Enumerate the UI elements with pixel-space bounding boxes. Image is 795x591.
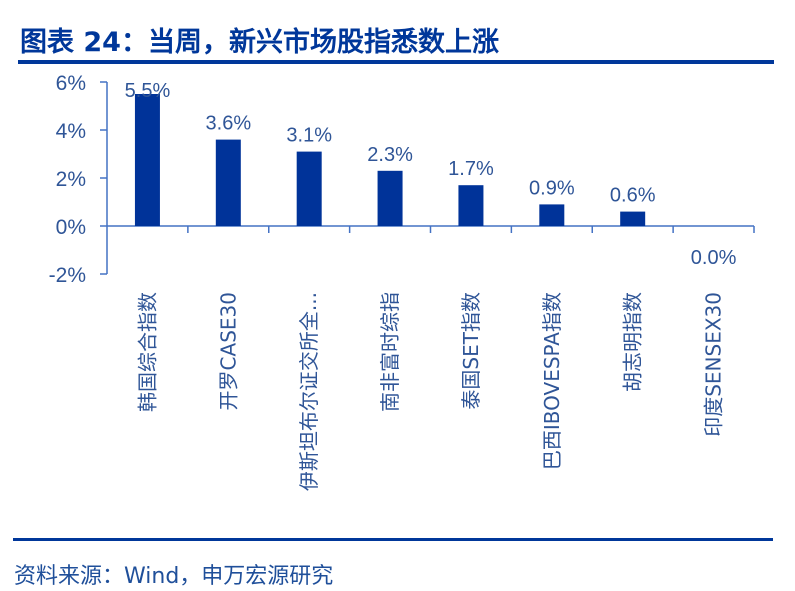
chart-category-labels: 韩国综合指数 开罗CASE30 伊斯坦布尔证交所全... 南非富时综指 泰国SET指数 巴… xyxy=(135,292,725,491)
bar xyxy=(539,204,565,226)
category-label: 开罗CASE30 xyxy=(216,292,240,410)
value-label: 0.0% xyxy=(691,247,737,269)
title-divider xyxy=(18,60,774,64)
chart-value-labels: 5.5% 3.6% 3.1% 2.3% 1.7% 0.9% 0.6% 0.0% xyxy=(125,80,737,269)
bar xyxy=(134,94,160,226)
bar xyxy=(377,170,403,226)
bar xyxy=(458,185,484,226)
footer-divider xyxy=(13,538,773,541)
chart-title: 图表 24：当周，新兴市场股指悉数上涨 xyxy=(20,27,499,58)
category-label: 伊斯坦布尔证交所全... xyxy=(297,292,321,491)
value-label: 0.9% xyxy=(529,177,575,199)
chart-axes xyxy=(100,81,755,275)
y-tick-label: 6% xyxy=(56,72,86,95)
y-tick-label: -2% xyxy=(49,264,86,287)
category-label: 南非富时综指 xyxy=(378,292,402,412)
category-label: 泰国SET指数 xyxy=(459,292,483,410)
category-label: 韩国综合指数 xyxy=(135,292,159,412)
value-label: 0.6% xyxy=(610,185,656,207)
y-tick-label: 4% xyxy=(56,120,86,143)
y-tick-label: 2% xyxy=(56,168,86,191)
category-label: 胡志明指数 xyxy=(621,292,645,392)
category-label: 印度SENSEX30 xyxy=(702,292,726,437)
y-axis-tick-labels: 6% 4% 2% 0% -2% xyxy=(49,72,86,287)
value-label: 2.3% xyxy=(367,144,413,166)
y-tick-label: 0% xyxy=(56,216,86,239)
value-label: 3.6% xyxy=(206,113,252,135)
category-label: 巴西IBOVESPA指数 xyxy=(540,292,564,470)
chart-bars xyxy=(134,94,646,226)
bar xyxy=(620,211,646,226)
value-label: 3.1% xyxy=(286,125,332,147)
bar xyxy=(215,139,241,226)
value-label: 1.7% xyxy=(448,158,494,180)
bar xyxy=(296,151,322,226)
source-note: 资料来源：Wind，申万宏源研究 xyxy=(14,564,334,589)
value-label: 5.5% xyxy=(125,80,171,102)
